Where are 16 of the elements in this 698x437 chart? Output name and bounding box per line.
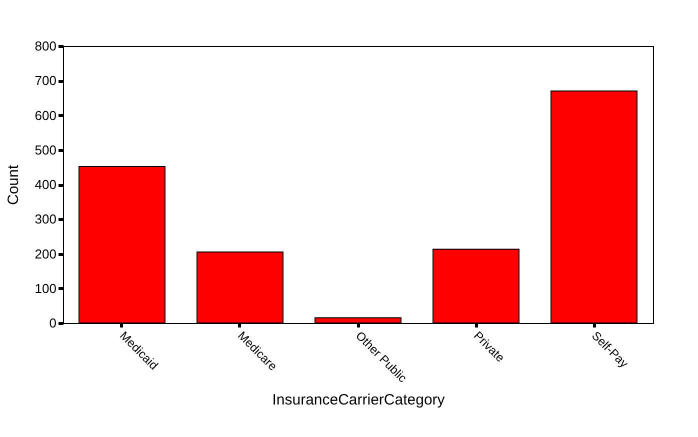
bar: [78, 166, 166, 324]
bar: [550, 90, 638, 324]
y-tick-label: 200: [34, 246, 56, 262]
y-tick-label: 300: [34, 212, 56, 227]
y-tick-label: 400: [34, 177, 56, 192]
y-tick-label: 700: [34, 73, 56, 88]
y-tick-label: 800: [34, 38, 56, 54]
y-tick-label: 600: [34, 108, 56, 123]
y-tick-label: 500: [34, 142, 56, 158]
y-axis-title: Count: [4, 164, 22, 206]
x-axis-title: InsuranceCarrierCategory: [272, 391, 446, 408]
y-tick-label: 0: [49, 316, 56, 330]
bar: [432, 248, 520, 324]
y-tick-label: 100: [34, 280, 56, 296]
bar: [314, 317, 402, 324]
bar: [196, 252, 284, 324]
